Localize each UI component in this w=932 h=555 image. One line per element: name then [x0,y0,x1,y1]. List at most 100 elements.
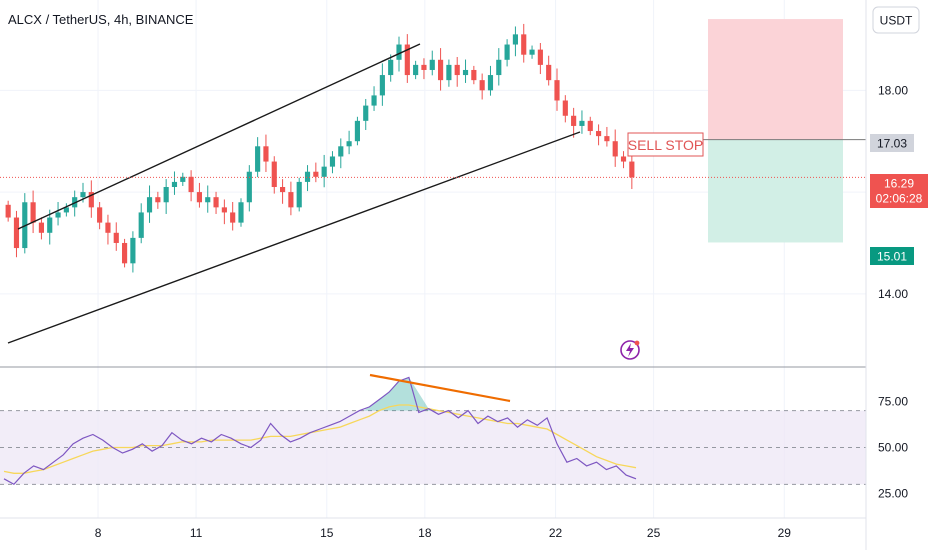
candle-body [446,64,452,81]
currency-button[interactable] [872,6,920,34]
candle-body [271,161,277,187]
rsi-overbought-fill [363,377,435,411]
take-profit-zone [708,139,843,243]
candle-body [421,64,427,70]
candle-body [196,192,202,203]
candle-body [537,49,543,65]
candle-body [63,207,69,213]
sell-stop-label: SELL STOP [628,137,703,153]
candle-body [429,59,435,70]
rsi-line [3,376,637,486]
candle-body [313,171,319,177]
candle-body [122,242,128,264]
channel-lower-line[interactable] [7,131,581,344]
candle-body [288,192,294,208]
candle-body [454,64,460,76]
candle-body [263,146,269,162]
time-tick-label: 29 [778,526,792,540]
candle-body [13,217,20,249]
price-tick-label: 18.00 [878,83,908,97]
candle-body [496,59,502,76]
candle-body [5,204,11,218]
time-axis[interactable]: 8 11 15 18 22 25 29 [95,526,792,540]
currency-button-label: USDT [880,14,913,28]
candle-body [163,187,169,203]
candle-body [612,141,618,157]
candle-body [529,49,535,55]
candle-body [146,197,153,213]
candle-countdown-text: 02:06:28 [876,192,923,206]
rsi-axis[interactable]: 75.00 50.00 25.00 [878,394,908,500]
candle-body [546,64,552,81]
candle-body [97,207,103,223]
candle-body [504,44,510,60]
candle-body [55,212,61,218]
candle-body [238,202,244,223]
entry-price-text: 17.03 [877,137,907,151]
entry-price-badge [870,134,914,152]
candle-body [329,156,336,167]
target-price-text: 15.01 [877,250,907,264]
time-tick-label: 11 [190,526,203,540]
candle-body [105,222,111,233]
candle-body [620,156,627,162]
candle-body [587,120,593,132]
candle-body [462,69,469,76]
time-tick-label: 15 [320,526,334,540]
lightning-alert-icon[interactable] [620,340,640,360]
candle-body [47,217,53,233]
candle-body [596,131,602,137]
candle-body [188,176,194,193]
candle-body [113,232,119,243]
candle-body [338,146,344,157]
candle-body [304,171,311,182]
stop-loss-zone [708,19,843,140]
candle-body [255,146,261,172]
candle-body [388,59,394,76]
candle-body [30,202,36,223]
time-tick-label: 8 [95,526,102,540]
candle-body [180,176,186,182]
candle-body [629,161,635,178]
candle-body [479,80,485,91]
candle-body [579,120,585,126]
candle-body [130,237,136,264]
candle-body [321,166,327,177]
candles [5,23,635,273]
candle-body [80,192,86,198]
sell-stop-label-box[interactable] [627,132,704,157]
candle-body [296,181,302,208]
candle-body [404,44,410,76]
candle-body [379,75,385,96]
time-tick-label: 25 [647,526,661,540]
candle-body [487,75,494,91]
time-tick-label: 18 [418,526,432,540]
price-tick-label: 14.00 [878,287,908,301]
candle-body [280,187,286,193]
candle-body [554,80,560,101]
channel-upper-line[interactable] [17,43,421,230]
candle-body [396,44,402,60]
candle-body [354,120,360,142]
candle-body [138,212,144,238]
time-tick-label: 22 [549,526,563,540]
candle-body [171,181,178,187]
candle-body [471,69,477,81]
candle-body [371,95,377,106]
rsi-divergence-line[interactable] [369,373,511,403]
candle-body [571,115,577,126]
rsi-moving-average [3,404,637,474]
candle-body [363,105,369,121]
candle-body [213,197,219,208]
candle-body [205,197,211,203]
candle-body [38,222,44,233]
rsi-tick-label: 50.00 [878,440,908,454]
candle-body [230,212,236,223]
candle-body [346,141,352,147]
candle-body [521,34,527,55]
current-price-badge [870,174,928,208]
candle-body [155,197,161,203]
candle-body [246,171,252,203]
